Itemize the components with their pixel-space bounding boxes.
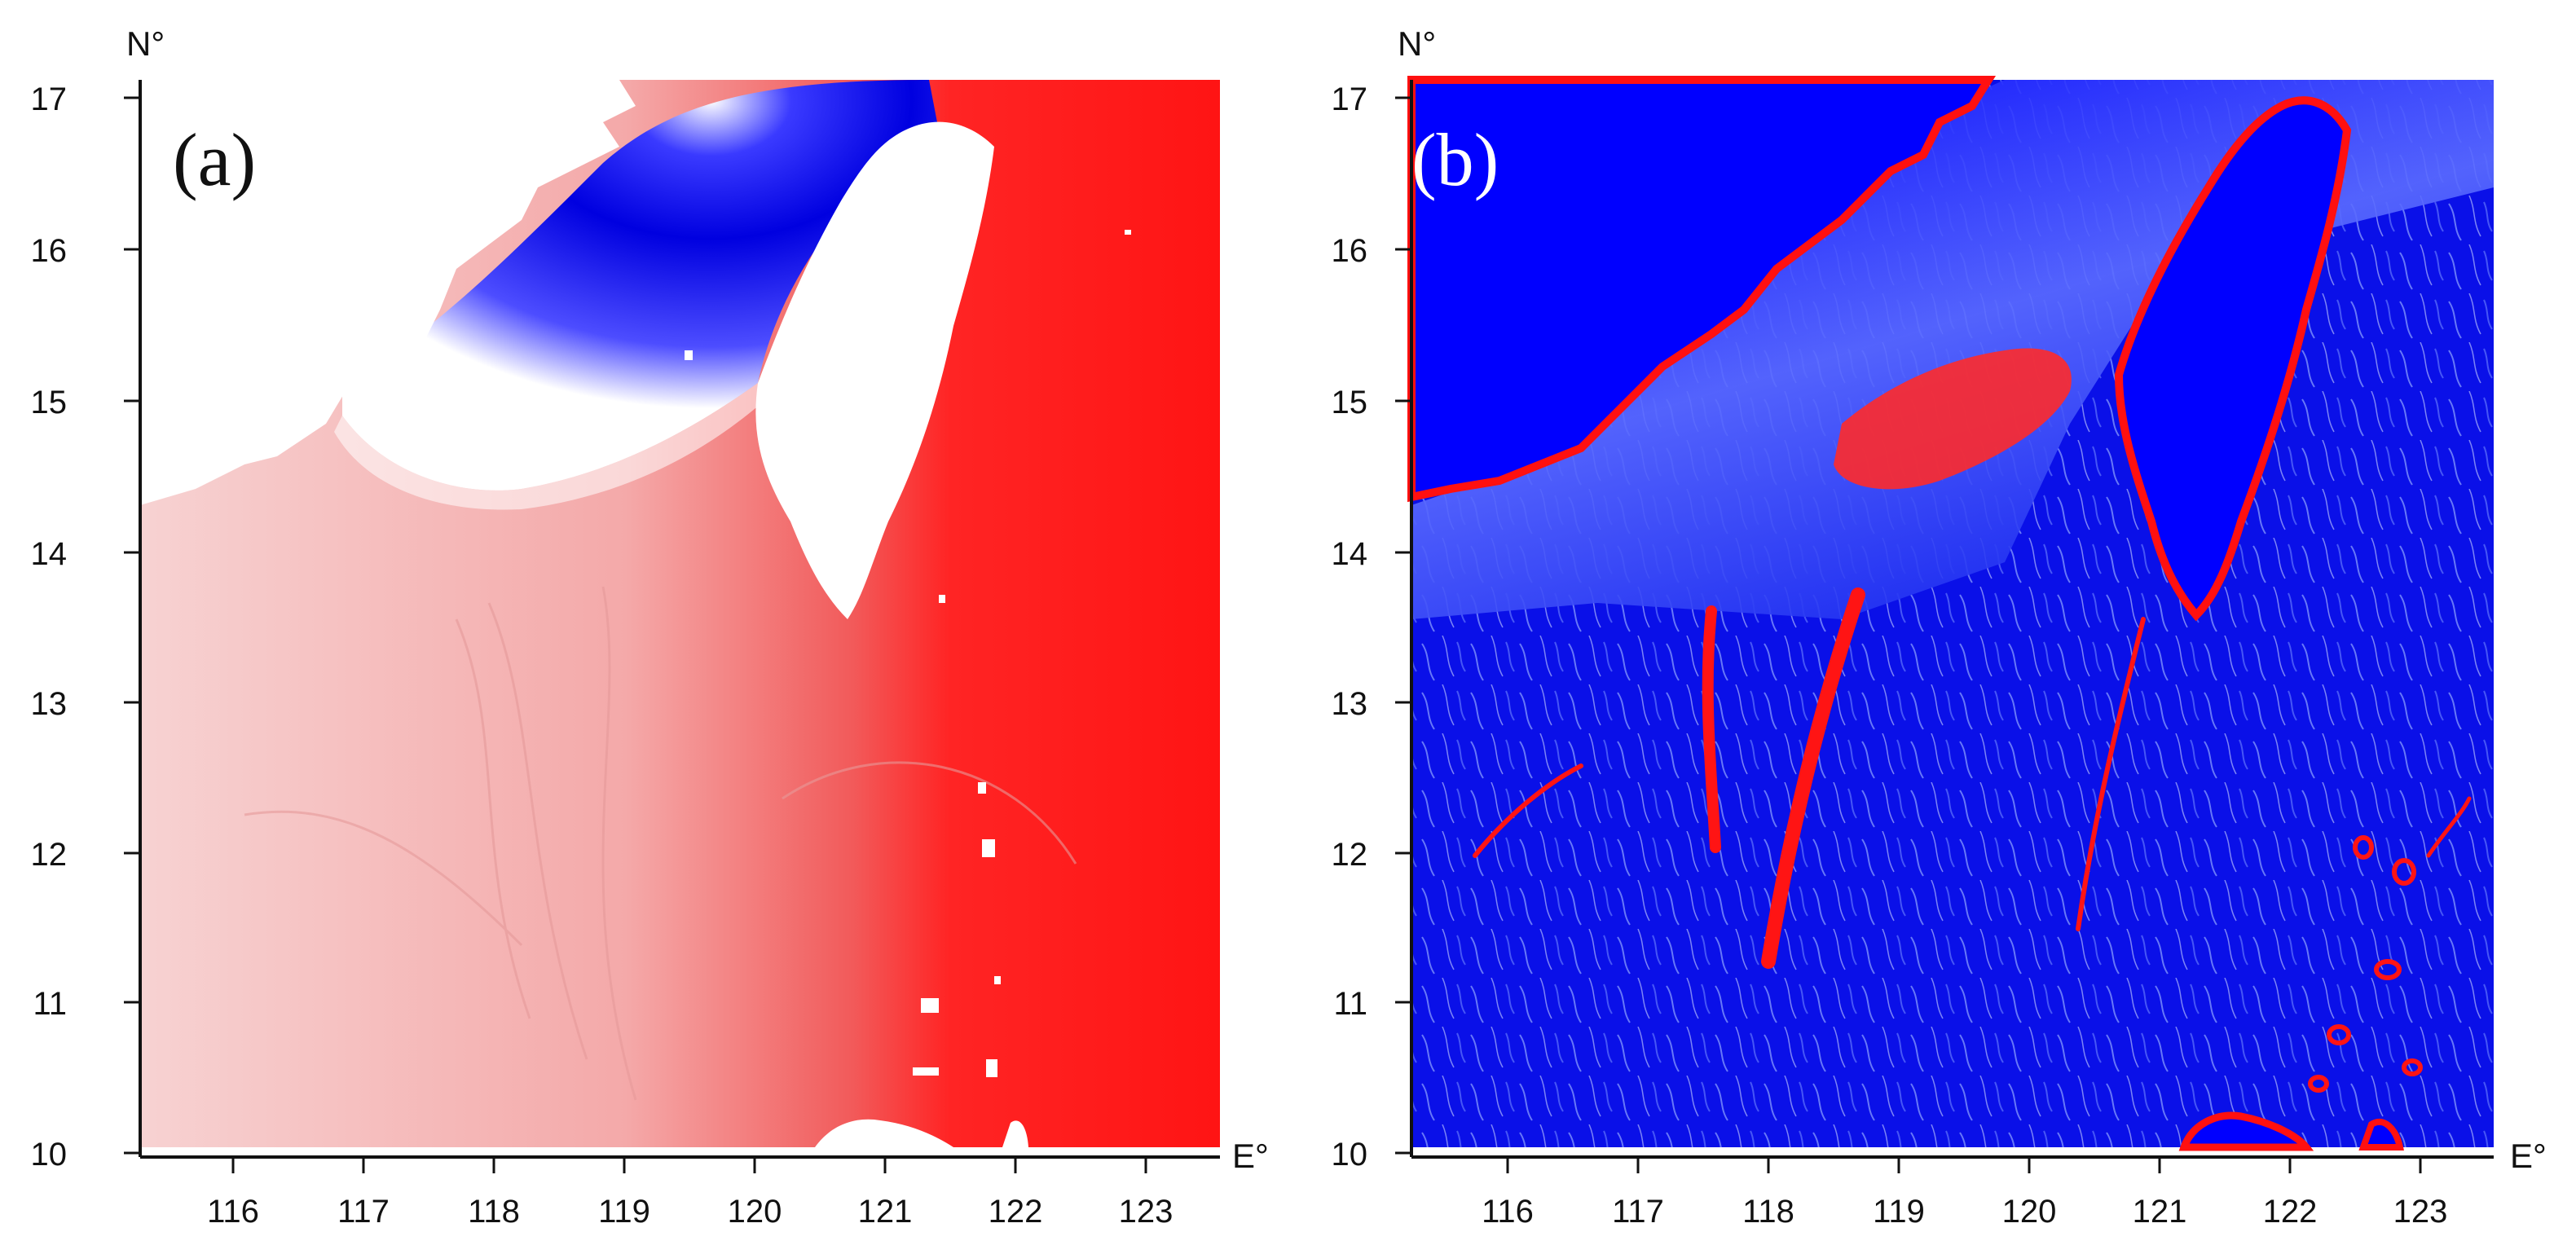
x-tick-label: 117	[337, 1194, 390, 1230]
y-tick-label: 10	[31, 1137, 68, 1173]
y-tick-label: 15	[1332, 385, 1368, 420]
panel-label: (a)	[173, 118, 257, 201]
taiwan-island	[755, 121, 994, 619]
anomaly-patch	[1834, 348, 2072, 490]
x-tick-label: 122	[989, 1194, 1043, 1230]
x-tick-label: 120	[2002, 1194, 2057, 1230]
y-tick-label: 11	[1333, 986, 1367, 1022]
y-tick-label: 13	[31, 686, 68, 722]
map-a: 17 16 15 14 13 12 11 10 116 117 118 119 …	[31, 80, 1220, 1230]
y-tick-label: 12	[1332, 837, 1368, 873]
x-axis-label: E°	[1232, 1137, 1269, 1175]
y-tick-label: 11	[33, 986, 67, 1022]
panel-label: (b)	[1411, 118, 1499, 201]
strait-region	[342, 80, 937, 491]
y-tick-label: 13	[1332, 686, 1368, 722]
small-islands	[685, 230, 1131, 1077]
mainland	[140, 80, 636, 505]
panel-b: N° E°	[1271, 0, 2576, 1254]
x-tick-label: 123	[1119, 1194, 1174, 1230]
x-tick-label: 120	[728, 1194, 782, 1230]
front-streaks	[1473, 587, 2472, 969]
x-axis-label: E°	[2510, 1137, 2547, 1175]
x-tick-label: 119	[1873, 1194, 1925, 1230]
luzon-island	[815, 1119, 953, 1147]
y-tick-label: 14	[31, 536, 68, 572]
x-tick-label: 118	[1742, 1194, 1794, 1230]
x-tick-label: 122	[2263, 1194, 2318, 1230]
y-tick-label: 16	[1332, 233, 1368, 269]
x-tick-label: 121	[858, 1194, 913, 1230]
y-tick-label: 17	[31, 81, 68, 117]
y-tick-label: 15	[31, 385, 68, 420]
y-tick-label: 10	[1332, 1137, 1368, 1173]
axes	[139, 80, 1220, 1159]
eddy-rings	[2308, 835, 2423, 1093]
x-tick-label: 116	[1482, 1194, 1534, 1230]
panel-a: N° E°	[0, 0, 1271, 1254]
x-tick-label: 118	[468, 1194, 520, 1230]
x-tick-label: 123	[2393, 1194, 2448, 1230]
y-tick-label: 17	[1332, 81, 1368, 117]
wave-lines	[244, 586, 1077, 1101]
y-tick-label: 16	[31, 233, 68, 269]
x-tick-label: 116	[207, 1194, 259, 1230]
taiwan-island	[2114, 96, 2352, 622]
y-axis-label: N°	[126, 24, 165, 63]
x-tick-label: 117	[1612, 1194, 1664, 1230]
y-tick-label: 14	[1332, 536, 1368, 572]
mainland	[1407, 76, 1997, 503]
map-b: 17 16 15 14 13 12 11 10 116 117 118 119 …	[1332, 76, 2494, 1230]
luzon-island	[2178, 1111, 2314, 1151]
x-tick-label: 121	[2133, 1194, 2187, 1230]
axes	[1410, 80, 2494, 1159]
y-axis-label: N°	[1398, 24, 1437, 63]
x-tick-label: 119	[598, 1194, 650, 1230]
y-tick-label: 12	[31, 837, 68, 873]
